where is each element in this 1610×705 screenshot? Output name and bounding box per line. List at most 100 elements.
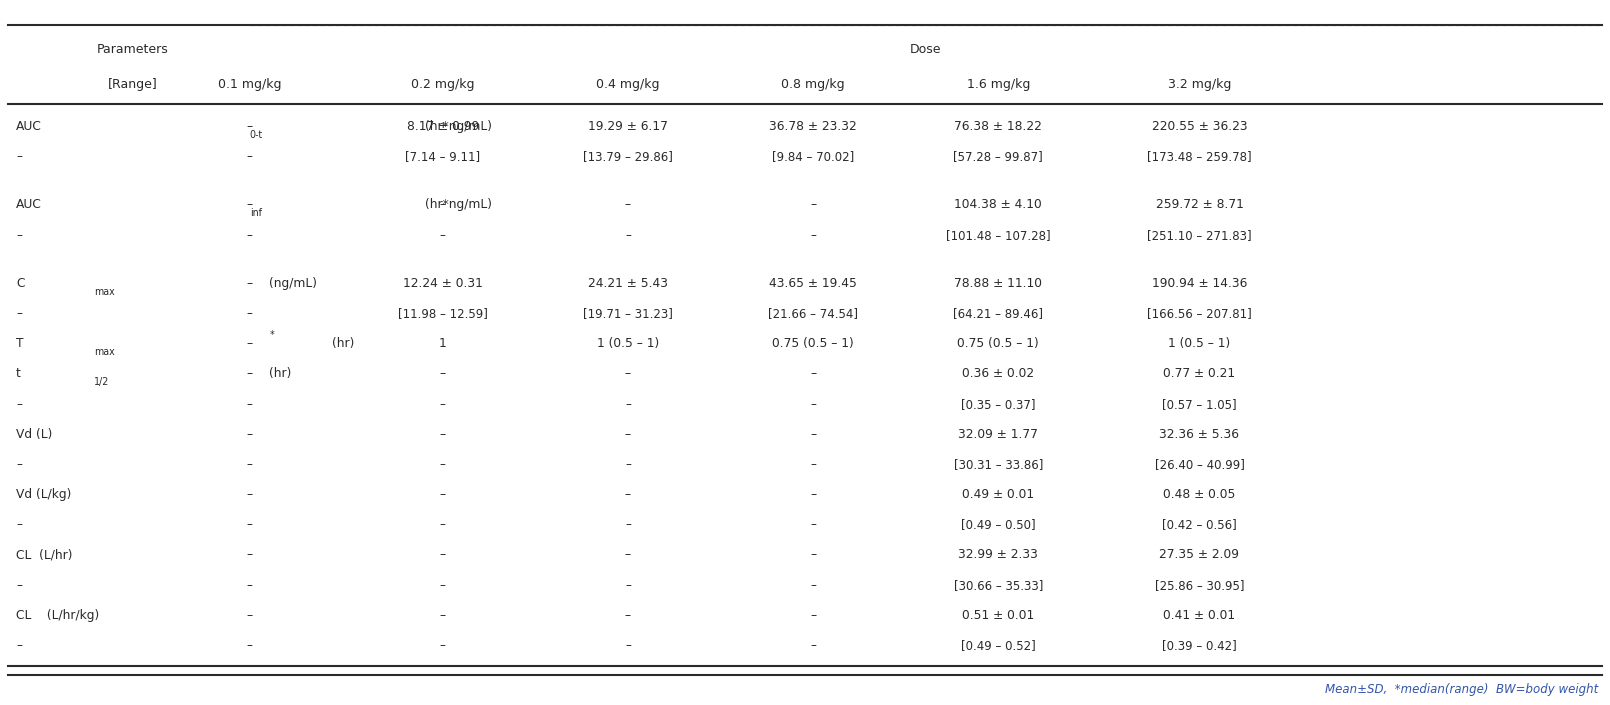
Text: Mean±SD,  *median(range)  BW=body weight: Mean±SD, *median(range) BW=body weight: [1325, 683, 1599, 696]
Text: 0.41 ± 0.01: 0.41 ± 0.01: [1164, 609, 1235, 622]
Text: *: *: [269, 330, 274, 341]
Text: –: –: [246, 518, 253, 532]
Text: –: –: [625, 198, 631, 212]
Text: –: –: [16, 398, 23, 410]
Text: –: –: [440, 428, 446, 441]
Text: 0.49 ± 0.01: 0.49 ± 0.01: [963, 488, 1034, 501]
Text: [19.71 – 31.23]: [19.71 – 31.23]: [583, 307, 673, 320]
Text: –: –: [440, 198, 446, 212]
Text: [Range]: [Range]: [108, 78, 158, 91]
Text: –: –: [625, 579, 631, 591]
Text: –: –: [246, 198, 253, 212]
Text: 0.48 ± 0.05: 0.48 ± 0.05: [1164, 488, 1235, 501]
Text: 0.8 mg/kg: 0.8 mg/kg: [781, 78, 845, 91]
Text: –: –: [246, 337, 253, 350]
Text: [21.66 – 74.54]: [21.66 – 74.54]: [768, 307, 858, 320]
Text: –: –: [16, 458, 23, 471]
Text: –: –: [16, 639, 23, 652]
Text: –: –: [246, 120, 253, 133]
Text: AUC: AUC: [16, 120, 42, 133]
Text: [57.28 – 99.87]: [57.28 – 99.87]: [953, 150, 1043, 163]
Text: –: –: [810, 488, 816, 501]
Text: –: –: [440, 228, 446, 242]
Text: 1 (0.5 – 1): 1 (0.5 – 1): [1169, 337, 1230, 350]
Text: –: –: [810, 198, 816, 212]
Text: 104.38 ± 4.10: 104.38 ± 4.10: [955, 198, 1042, 212]
Text: –: –: [440, 639, 446, 652]
Text: –: –: [625, 458, 631, 471]
Text: AUC: AUC: [16, 198, 42, 212]
Text: –: –: [810, 228, 816, 242]
Text: 190.94 ± 14.36: 190.94 ± 14.36: [1151, 277, 1248, 290]
Text: 43.65 ± 19.45: 43.65 ± 19.45: [770, 277, 857, 290]
Text: 1/2: 1/2: [93, 377, 109, 387]
Text: –: –: [16, 228, 23, 242]
Text: Dose: Dose: [910, 43, 942, 56]
Text: 32.36 ± 5.36: 32.36 ± 5.36: [1159, 428, 1240, 441]
Text: –: –: [246, 458, 253, 471]
Text: [30.31 – 33.86]: [30.31 – 33.86]: [953, 458, 1043, 471]
Text: 0.77 ± 0.21: 0.77 ± 0.21: [1164, 367, 1235, 381]
Text: 76.38 ± 18.22: 76.38 ± 18.22: [955, 120, 1042, 133]
Text: 12.24 ± 0.31: 12.24 ± 0.31: [402, 277, 483, 290]
Text: [26.40 – 40.99]: [26.40 – 40.99]: [1154, 458, 1245, 471]
Text: C: C: [16, 277, 24, 290]
Text: [30.66 – 35.33]: [30.66 – 35.33]: [953, 579, 1043, 591]
Text: –: –: [625, 398, 631, 410]
Text: (hr*ng/mL): (hr*ng/mL): [425, 120, 493, 133]
Text: T: T: [16, 337, 24, 350]
Text: [166.56 – 207.81]: [166.56 – 207.81]: [1146, 307, 1253, 320]
Text: 32.09 ± 1.77: 32.09 ± 1.77: [958, 428, 1038, 441]
Text: 259.72 ± 8.71: 259.72 ± 8.71: [1156, 198, 1243, 212]
Text: max: max: [93, 347, 114, 357]
Text: –: –: [246, 609, 253, 622]
Text: [0.57 – 1.05]: [0.57 – 1.05]: [1162, 398, 1236, 410]
Text: [0.35 – 0.37]: [0.35 – 0.37]: [961, 398, 1035, 410]
Text: –: –: [625, 639, 631, 652]
Text: 32.99 ± 2.33: 32.99 ± 2.33: [958, 548, 1038, 561]
Text: 220.55 ± 36.23: 220.55 ± 36.23: [1151, 120, 1248, 133]
Text: –: –: [810, 548, 816, 561]
Text: 0.51 ± 0.01: 0.51 ± 0.01: [963, 609, 1034, 622]
Text: [101.48 – 107.28]: [101.48 – 107.28]: [947, 228, 1050, 242]
Text: 0.75 (0.5 – 1): 0.75 (0.5 – 1): [958, 337, 1038, 350]
Text: [13.79 – 29.86]: [13.79 – 29.86]: [583, 150, 673, 163]
Text: 36.78 ± 23.32: 36.78 ± 23.32: [770, 120, 857, 133]
Text: 0.1 mg/kg: 0.1 mg/kg: [217, 78, 282, 91]
Text: 1: 1: [440, 337, 446, 350]
Text: [7.14 – 9.11]: [7.14 – 9.11]: [406, 150, 480, 163]
Text: [0.49 – 0.50]: [0.49 – 0.50]: [961, 518, 1035, 532]
Text: [173.48 – 259.78]: [173.48 – 259.78]: [1148, 150, 1251, 163]
Text: –: –: [810, 458, 816, 471]
Text: –: –: [246, 228, 253, 242]
Text: –: –: [440, 548, 446, 561]
Text: –: –: [625, 548, 631, 561]
Text: (ng/mL): (ng/mL): [269, 277, 317, 290]
Text: –: –: [440, 609, 446, 622]
Text: [25.86 – 30.95]: [25.86 – 30.95]: [1154, 579, 1245, 591]
Text: –: –: [440, 398, 446, 410]
Text: –: –: [625, 428, 631, 441]
Text: [9.84 – 70.02]: [9.84 – 70.02]: [771, 150, 855, 163]
Text: t: t: [16, 367, 21, 381]
Text: 1.6 mg/kg: 1.6 mg/kg: [966, 78, 1030, 91]
Text: 0.75 (0.5 – 1): 0.75 (0.5 – 1): [773, 337, 853, 350]
Text: –: –: [246, 150, 253, 163]
Text: Vd (L/kg): Vd (L/kg): [16, 488, 71, 501]
Text: –: –: [246, 398, 253, 410]
Text: CL  (L/hr): CL (L/hr): [16, 548, 72, 561]
Text: Vd (L): Vd (L): [16, 428, 53, 441]
Text: –: –: [246, 488, 253, 501]
Text: –: –: [16, 307, 23, 320]
Text: [0.49 – 0.52]: [0.49 – 0.52]: [961, 639, 1035, 652]
Text: (hr*ng/mL): (hr*ng/mL): [425, 198, 493, 212]
Text: 24.21 ± 5.43: 24.21 ± 5.43: [588, 277, 668, 290]
Text: CL    (L/hr/kg): CL (L/hr/kg): [16, 609, 100, 622]
Text: –: –: [246, 367, 253, 381]
Text: –: –: [16, 150, 23, 163]
Text: –: –: [810, 398, 816, 410]
Text: 19.29 ± 6.17: 19.29 ± 6.17: [588, 120, 668, 133]
Text: –: –: [810, 518, 816, 532]
Text: 0.2 mg/kg: 0.2 mg/kg: [411, 78, 475, 91]
Text: 27.35 ± 2.09: 27.35 ± 2.09: [1159, 548, 1240, 561]
